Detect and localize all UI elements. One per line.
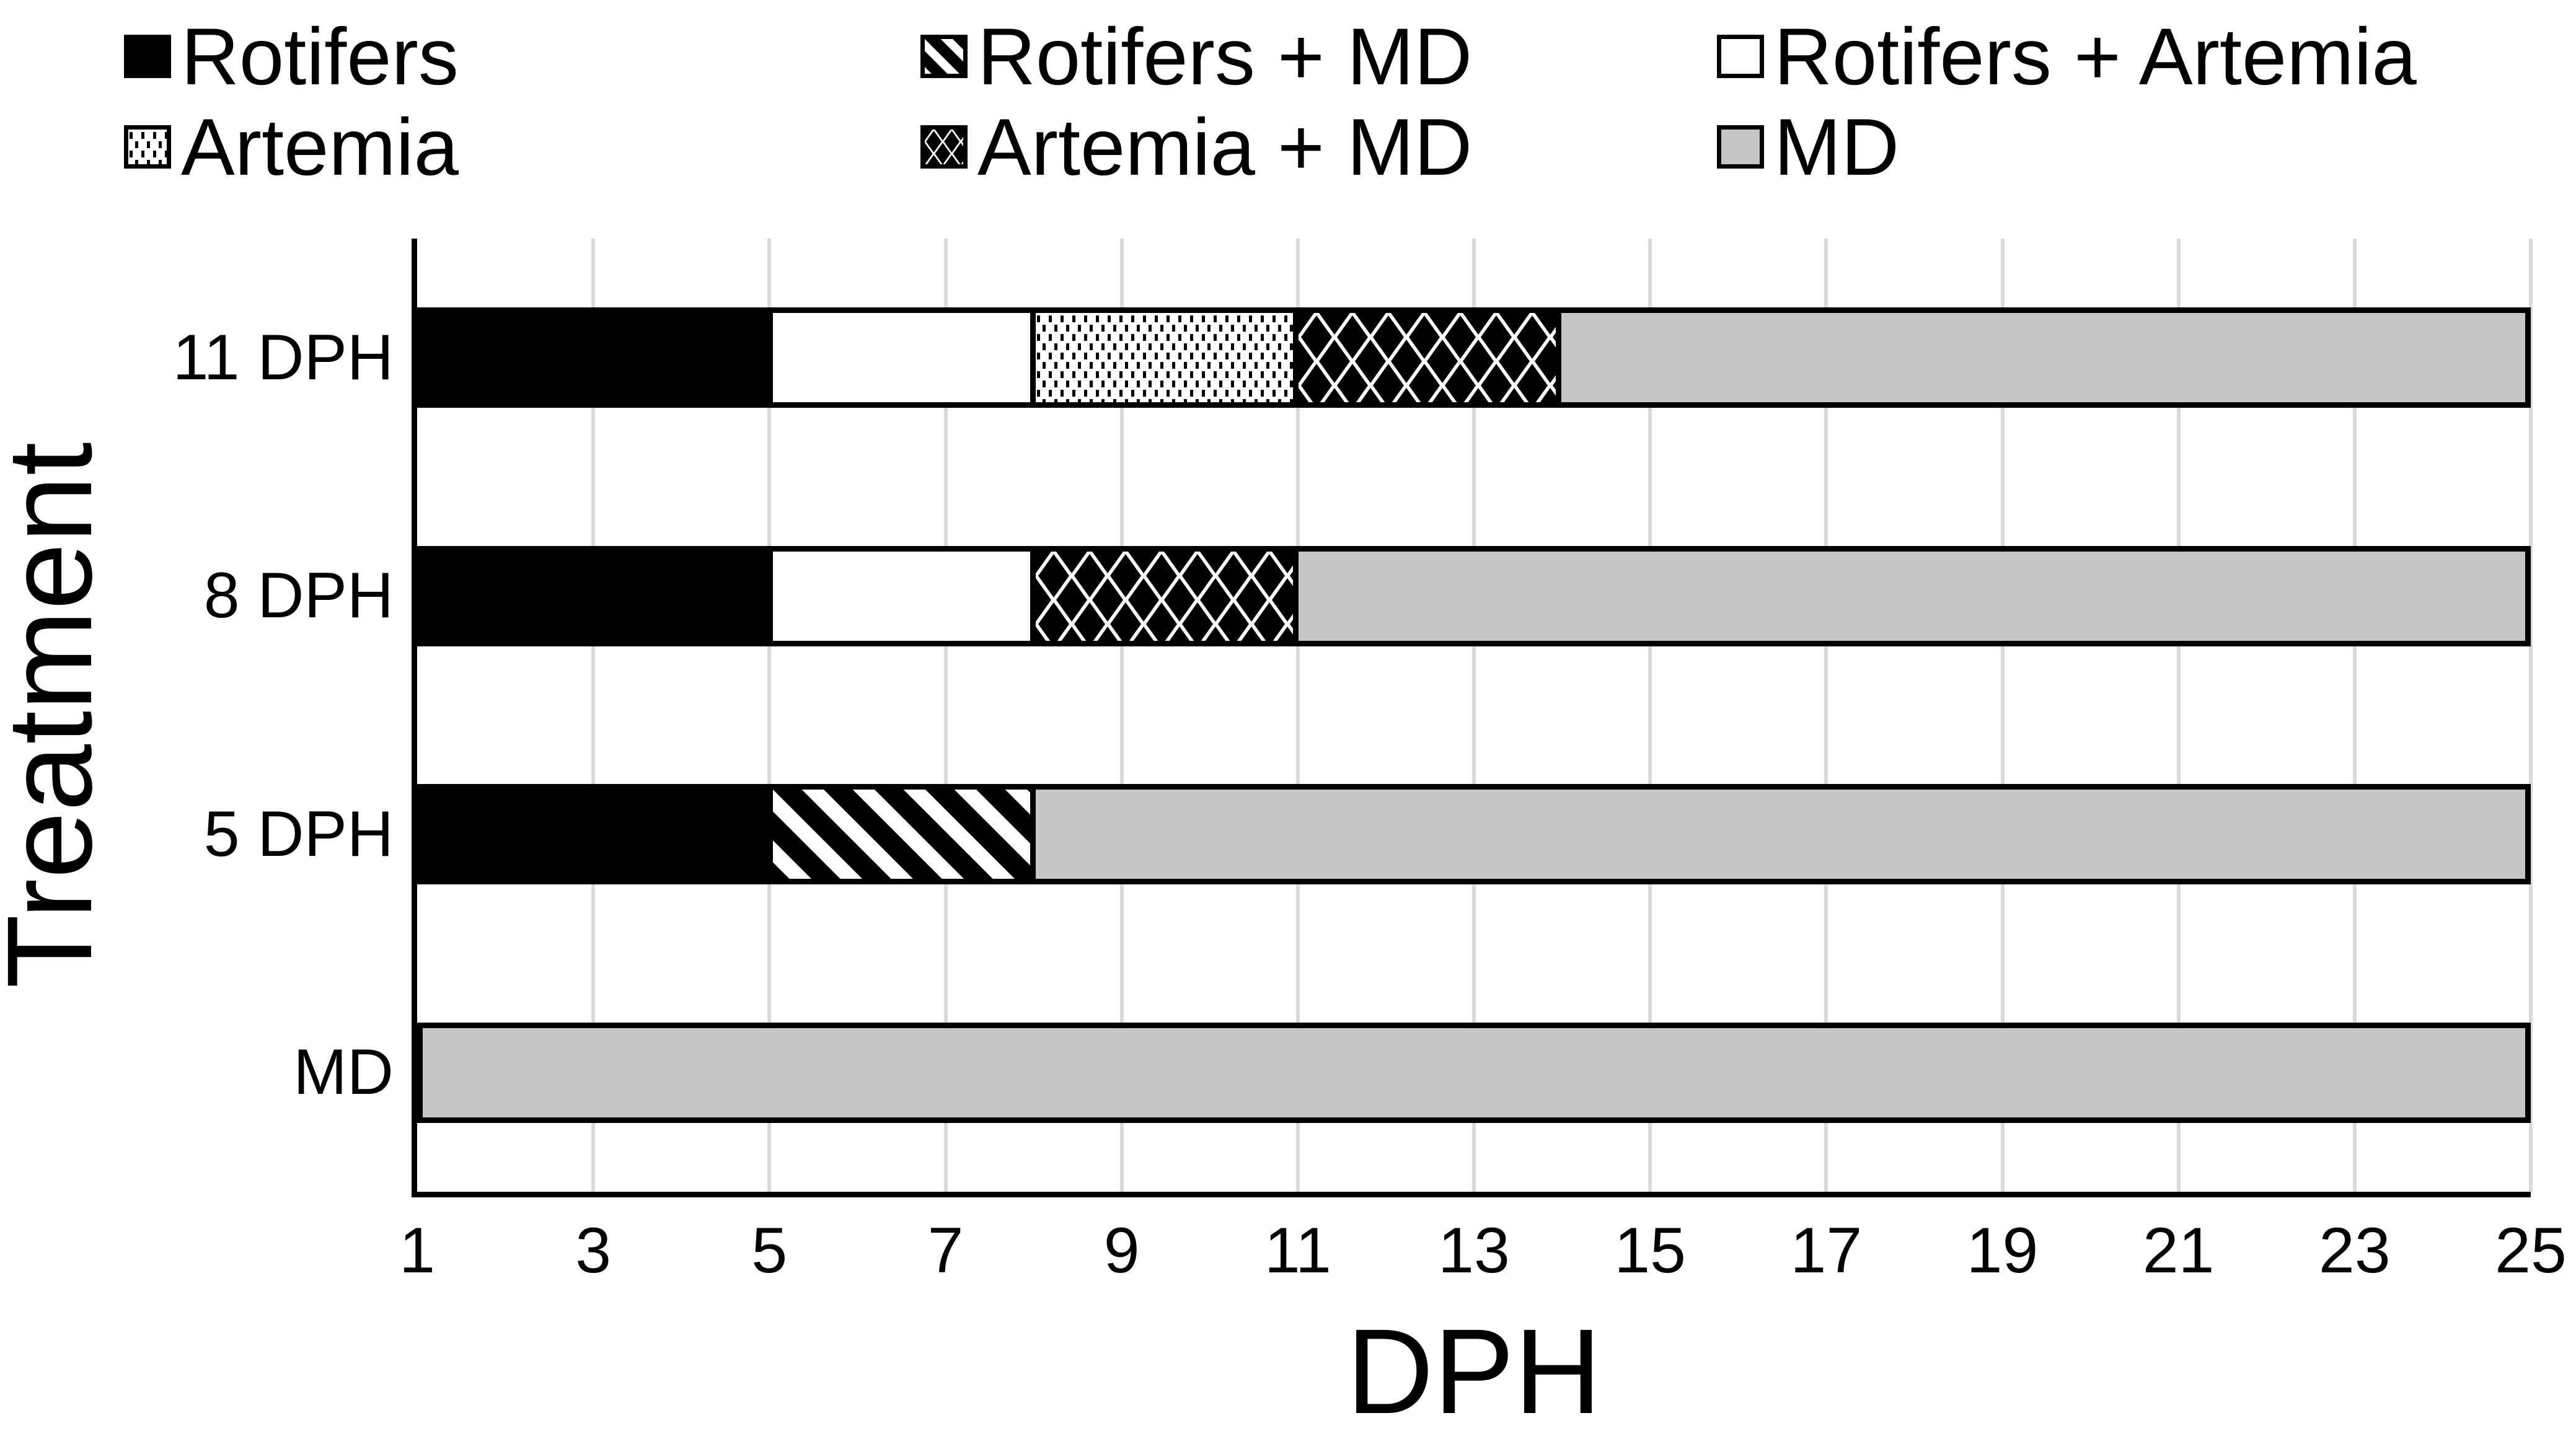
bar-segment-rotifers	[423, 790, 774, 879]
legend-swatch-rotifers-icon	[124, 35, 171, 78]
legend-label: Artemia	[181, 102, 459, 192]
gridline-dph-5	[767, 239, 772, 1192]
bar-segment-md	[1561, 313, 2525, 403]
bar-segment-rotifers-md	[773, 790, 1036, 879]
gridline-dph-13	[1472, 239, 1476, 1192]
y-category-label-5-dph: 5 DPH	[203, 798, 394, 870]
legend-label: Artemia + MD	[977, 102, 1473, 192]
x-tick-label-17: 17	[1790, 1215, 1863, 1287]
x-tick-label-21: 21	[2142, 1215, 2215, 1287]
x-tick-label-9: 9	[1103, 1215, 1140, 1287]
legend-item-rotifers-md: Rotifers + MD	[920, 11, 1717, 102]
bar-segment-md	[423, 1028, 2525, 1117]
y-axis-title: Treatment	[0, 442, 117, 988]
gridline-dph-21	[2176, 239, 2181, 1192]
y-category-label-8-dph: 8 DPH	[203, 560, 394, 632]
legend-swatch-rotifers-artemia-icon	[1717, 35, 1764, 78]
x-tick-label-23: 23	[2318, 1215, 2391, 1287]
legend: Rotifers Rotifers + MD Rotifers + Artemia A…	[124, 11, 2461, 192]
gridline-dph-15	[1648, 239, 1652, 1192]
bar-row-11-dph	[417, 307, 2531, 408]
bar-segment-artemia-md	[1036, 551, 1299, 641]
x-tick-label-5: 5	[751, 1215, 788, 1287]
x-tick-label-19: 19	[1966, 1215, 2039, 1287]
bar-segment-rotifers	[423, 313, 774, 403]
bar-segment-rotifers-artemia	[773, 313, 1036, 403]
x-tick-label-13: 13	[1438, 1215, 1510, 1287]
gridline-dph-7	[943, 239, 948, 1192]
x-tick-label-3: 3	[575, 1215, 612, 1287]
plot-area: DPH 1 3 5 7 9 11 13 15 17 19 21 23 25 11 DPH 8 DPH 5 DP…	[173, 239, 2567, 1431]
bar-segment-rotifers-artemia	[773, 551, 1036, 641]
gridline-dph-17	[1824, 239, 1828, 1192]
legend-swatch-md-icon	[1717, 125, 1764, 169]
bar-row-8-dph	[417, 545, 2531, 646]
legend-label: Rotifers + MD	[977, 11, 1473, 102]
x-tick-label-11: 11	[1264, 1215, 1331, 1287]
legend-item-rotifers-artemia: Rotifers + Artemia	[1717, 11, 2461, 102]
legend-label: Rotifers + Artemia	[1774, 11, 2417, 102]
legend-label: MD	[1774, 102, 1900, 192]
x-axis-title: DPH	[1346, 1304, 1602, 1431]
bar-row-md	[417, 1022, 2531, 1123]
legend-swatch-artemia-icon	[124, 125, 171, 169]
bar-segment-md	[1036, 790, 2525, 879]
gridline-dph-3	[591, 239, 596, 1192]
bar-segment-rotifers	[423, 551, 774, 641]
bar-segment-artemia	[1036, 313, 1299, 403]
legend-item-rotifers: Rotifers	[124, 11, 920, 102]
bar-segment-artemia-md	[1299, 313, 1562, 403]
x-axis-line	[412, 1192, 2531, 1197]
x-tick-label-15: 15	[1614, 1215, 1686, 1287]
bar-segment-md	[1299, 551, 2525, 641]
x-tick-label-7: 7	[927, 1215, 964, 1287]
y-category-label-md: MD	[293, 1036, 394, 1109]
x-tick-label-1: 1	[399, 1215, 435, 1287]
legend-swatch-rotifers-md-icon	[920, 35, 968, 78]
gridline-dph-9	[1119, 239, 1124, 1192]
legend-item-artemia-md: Artemia + MD	[920, 102, 1717, 192]
bar-row-5-dph	[417, 784, 2531, 885]
legend-swatch-artemia-md-icon	[920, 125, 968, 169]
legend-label: Rotifers	[181, 11, 459, 102]
legend-item-artemia: Artemia	[124, 102, 920, 192]
gridline-dph-19	[2000, 239, 2005, 1192]
gridline-dph-25	[2529, 239, 2533, 1192]
x-tick-label-25: 25	[2495, 1215, 2567, 1287]
gridline-dph-23	[2352, 239, 2357, 1192]
gridline-dph-11	[1295, 239, 1300, 1192]
y-category-label-11-dph: 11 DPH	[172, 321, 394, 394]
y-axis-line	[412, 239, 417, 1192]
legend-item-md: MD	[1717, 102, 2461, 192]
